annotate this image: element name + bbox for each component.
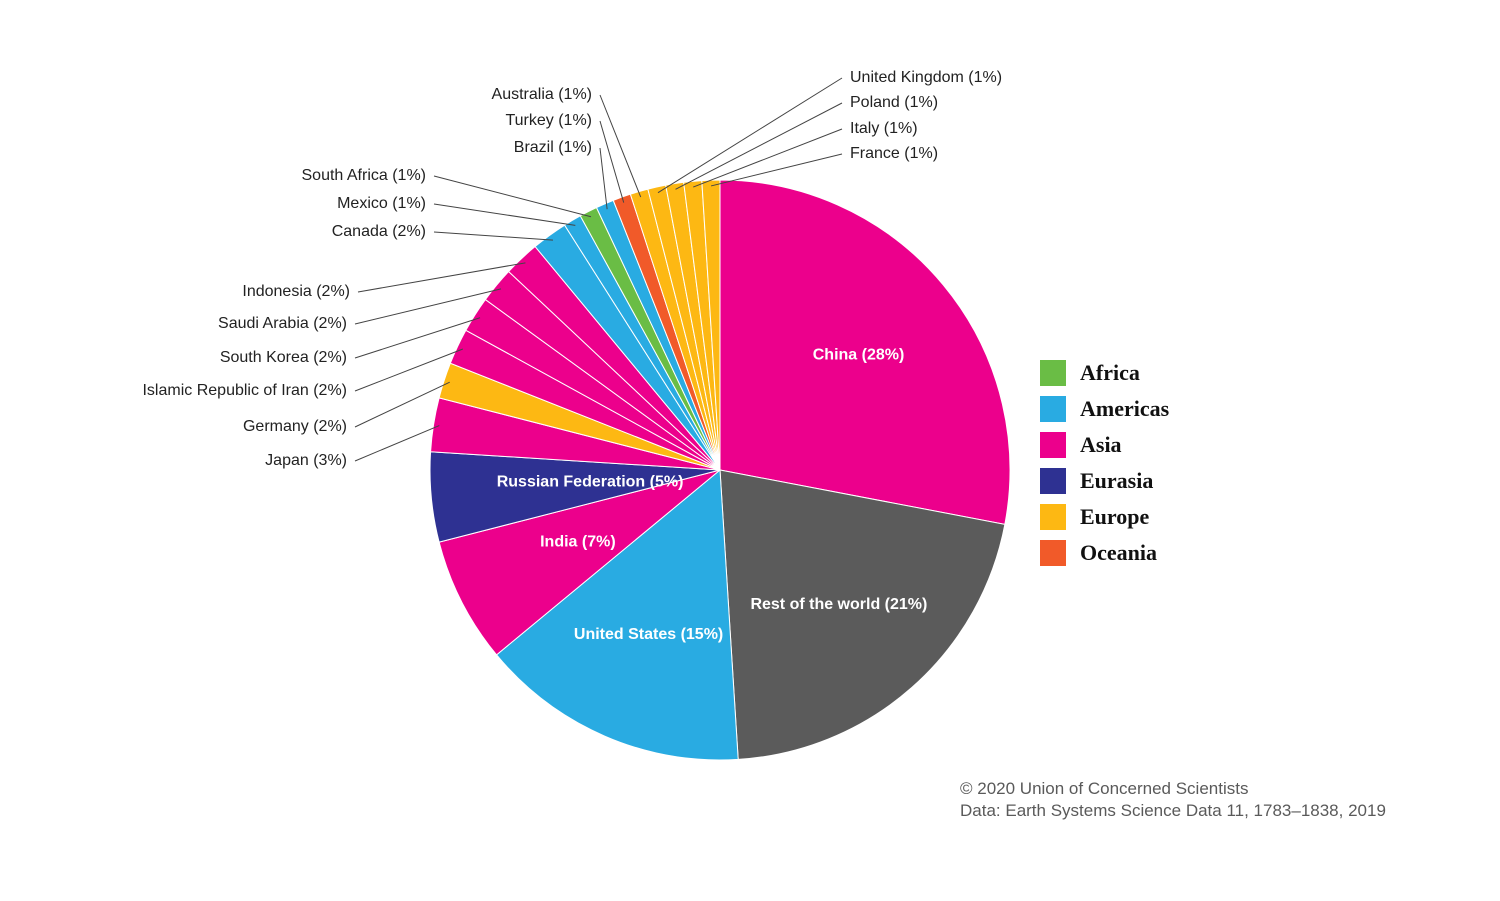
legend-label: Eurasia <box>1080 468 1153 494</box>
slice-label: Canada (2%) <box>332 223 426 240</box>
legend-item: Asia <box>1040 432 1169 458</box>
slice-label: Japan (3%) <box>265 452 347 469</box>
slice-label: Poland (1%) <box>850 94 938 111</box>
slice-label: Mexico (1%) <box>337 195 426 212</box>
slice-label: Germany (2%) <box>243 418 347 435</box>
slice-label: Rest of the world (21%) <box>750 596 927 613</box>
credit-line-2: Data: Earth Systems Science Data 11, 178… <box>960 800 1386 822</box>
legend-label: Europe <box>1080 504 1149 530</box>
slice-label: Islamic Republic of Iran (2%) <box>142 382 347 399</box>
leader-line <box>600 148 607 209</box>
legend-label: Asia <box>1080 432 1122 458</box>
legend-swatch <box>1040 432 1066 458</box>
leader-line <box>600 121 624 203</box>
slice-label: France (1%) <box>850 145 938 162</box>
legend-swatch <box>1040 468 1066 494</box>
leader-line <box>676 103 842 189</box>
pie-chart: China (28%) Rest of the world (21%) United… <box>0 0 1500 901</box>
chart-container: China (28%) Rest of the world (21%) United… <box>0 0 1500 901</box>
leader-line <box>711 154 842 186</box>
credit-line-1: © 2020 Union of Concerned Scientists <box>960 778 1386 800</box>
slice-label: South Korea (2%) <box>220 349 347 366</box>
slice-label: United Kingdom (1%) <box>850 69 1002 86</box>
slice-label: Brazil (1%) <box>514 139 592 156</box>
leader-line <box>693 129 842 187</box>
slice-label: South Africa (1%) <box>302 167 427 184</box>
legend-swatch <box>1040 396 1066 422</box>
leader-line <box>434 176 591 217</box>
slice-label: Saudi Arabia (2%) <box>218 315 347 332</box>
legend-swatch <box>1040 540 1066 566</box>
legend-swatch <box>1040 360 1066 386</box>
credits: © 2020 Union of Concerned Scientists Dat… <box>960 778 1386 822</box>
leader-line <box>355 426 439 461</box>
legend-item: Africa <box>1040 360 1169 386</box>
leader-line <box>600 95 641 197</box>
slice-label: India (7%) <box>540 534 616 551</box>
legend-item: Eurasia <box>1040 468 1169 494</box>
legend-label: Oceania <box>1080 540 1157 566</box>
legend-label: Africa <box>1080 360 1140 386</box>
leader-line <box>434 232 553 240</box>
slice-label: Turkey (1%) <box>505 112 592 129</box>
legend-item: Oceania <box>1040 540 1169 566</box>
slice-label: United States (15%) <box>574 626 723 643</box>
legend-item: Europe <box>1040 504 1169 530</box>
slice-label: Italy (1%) <box>850 120 918 137</box>
slice-label: China (28%) <box>813 347 905 364</box>
legend-item: Americas <box>1040 396 1169 422</box>
legend-label: Americas <box>1080 396 1169 422</box>
slice-label: Russian Federation (5%) <box>497 473 684 490</box>
leader-line <box>658 78 842 193</box>
legend: Africa Americas Asia Eurasia Europe Oceania <box>1040 360 1169 576</box>
slice-label: Indonesia (2%) <box>242 283 350 300</box>
slice-label: Australia (1%) <box>492 86 592 103</box>
legend-swatch <box>1040 504 1066 530</box>
